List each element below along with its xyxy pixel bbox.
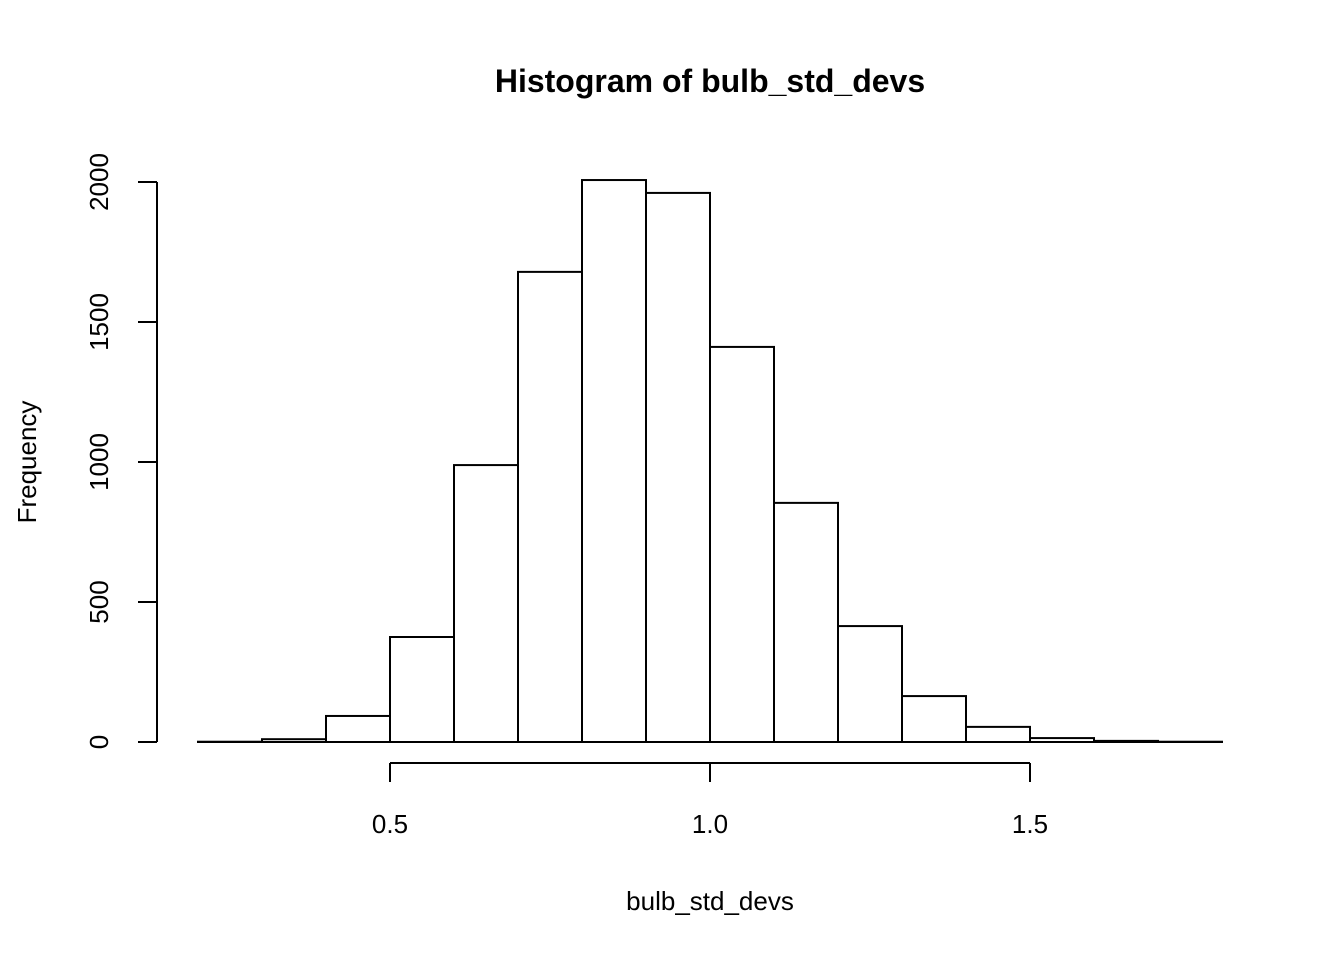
chart-title: Histogram of bulb_std_devs [495,63,925,99]
histogram-bar [1093,739,1159,744]
x-tick-label: 0.5 [372,809,408,839]
bars [197,179,1223,744]
x-tick-label: 1.5 [1012,809,1048,839]
histogram-bar [517,270,583,743]
histogram-bar [453,464,519,743]
y-axis: 0 500 1000 1500 2000 [84,153,158,749]
histogram-bar [261,738,327,744]
histogram-bar [1029,737,1095,744]
histogram-bar [389,636,455,743]
y-tick-label: 0 [84,735,114,749]
y-tick-label: 500 [84,580,114,623]
histogram-bar [645,191,711,744]
x-axis-label: bulb_std_devs [626,886,794,916]
y-axis-label: Frequency [12,401,42,524]
y-tick-label: 1000 [84,433,114,491]
x-tick-label: 1.0 [692,809,728,839]
histogram-bar [965,725,1031,744]
histogram-bar [773,501,839,743]
histogram-bar [901,695,967,744]
histogram-bar [709,345,775,743]
y-tick-label: 1500 [84,293,114,351]
y-tick-label: 2000 [84,153,114,211]
x-axis: 0.5 1.0 1.5 [372,762,1048,839]
histogram-bar [325,714,391,744]
histogram-bar [837,625,903,744]
histogram-bar [581,179,647,744]
